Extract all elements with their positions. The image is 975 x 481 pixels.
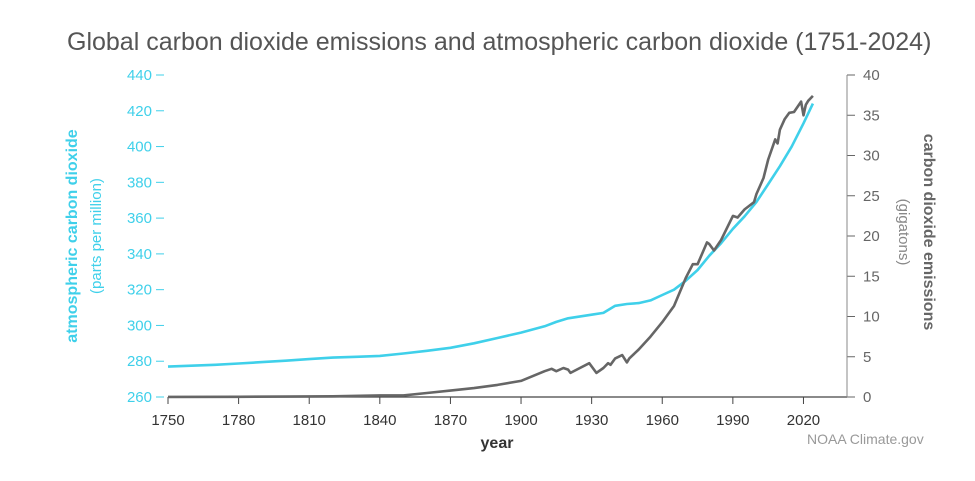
left-tick-label: 260 [127, 389, 152, 406]
right-axis-sublabel: (gigatons) [895, 199, 912, 266]
series-line-atmospheric-co2 [167, 103, 815, 368]
left-tick-label: 400 [127, 139, 152, 156]
x-tick-label: 1930 [575, 412, 608, 429]
left-axis-title: atmospheric carbon dioxide [64, 129, 81, 342]
x-tick-label: 1960 [646, 412, 679, 429]
left-axis-label: atmospheric carbon dioxide [64, 129, 81, 342]
axis-lines [168, 75, 848, 398]
right-tick-label: 10 [863, 309, 880, 326]
x-tick-label: 1990 [716, 412, 749, 429]
right-tick-label: 5 [863, 349, 871, 366]
right-tick-label: 40 [863, 67, 880, 84]
right-tick-label: 20 [863, 228, 880, 245]
left-tick-label: 440 [127, 67, 152, 84]
right-tick-label: 0 [863, 389, 871, 406]
left-tick-label: 300 [127, 317, 152, 334]
x-tick-label: 1780 [222, 412, 255, 429]
x-axis-ticks: 1750 1780 1810 1840 1870 1900 1930 1960 1990 2020 [151, 397, 820, 429]
right-axis-title: carbon dioxide emissions [920, 134, 937, 331]
left-tick-label: 420 [127, 103, 152, 120]
x-tick-label: 1900 [504, 412, 537, 429]
chart-title: Global carbon dioxide emissions and atmo… [67, 28, 931, 56]
x-tick-label: 1840 [363, 412, 396, 429]
left-tick-label: 320 [127, 282, 152, 299]
left-tick-label: 360 [127, 210, 152, 227]
right-axis-label: carbon dioxide emissions [920, 134, 937, 331]
x-tick-label: 2020 [787, 412, 820, 429]
right-axis-ticks: 0 5 10 15 20 25 30 35 40 [847, 67, 880, 406]
left-axis-ticks: 260 280 300 320 340 360 380 400 420 440 [127, 67, 164, 406]
left-axis-sublabel: (parts per million) [88, 178, 105, 294]
left-tick-label: 340 [127, 246, 152, 263]
series-line-co2-emissions [167, 95, 814, 399]
right-tick-label: 15 [863, 268, 880, 285]
left-tick-label: 380 [127, 174, 152, 191]
series-layer [167, 95, 815, 399]
x-tick-label: 1810 [293, 412, 326, 429]
left-axis-subtitle: (parts per million) [88, 178, 105, 294]
right-tick-label: 35 [863, 107, 880, 124]
x-tick-label: 1870 [434, 412, 467, 429]
credit-text: NOAA Climate.gov [807, 431, 924, 447]
right-tick-label: 25 [863, 188, 880, 205]
right-axis-subtitle: (gigatons) [895, 199, 912, 266]
x-tick-label: 1750 [151, 412, 184, 429]
x-axis-title: year [481, 435, 514, 452]
left-tick-label: 280 [127, 353, 152, 370]
right-tick-label: 30 [863, 148, 880, 165]
